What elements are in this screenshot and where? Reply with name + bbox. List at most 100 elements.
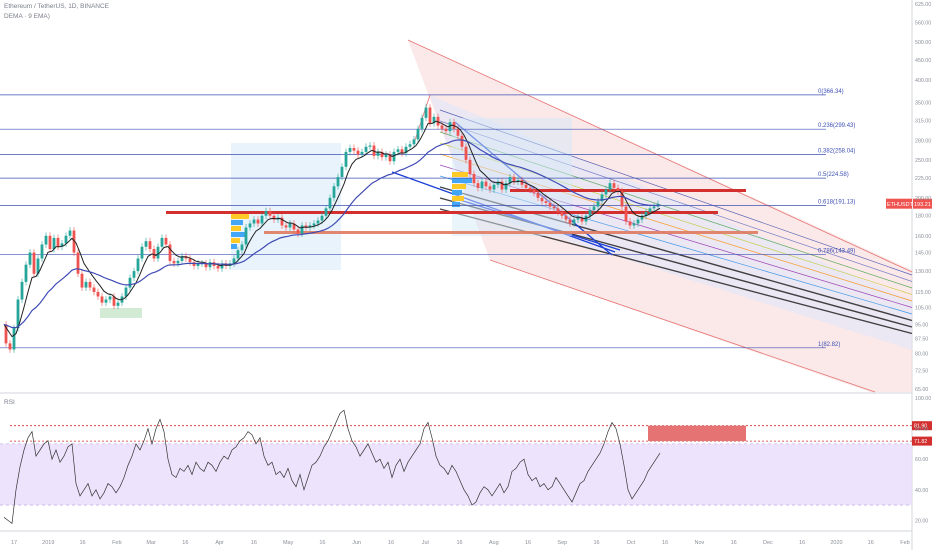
candle-body [264, 211, 268, 216]
candle-body [472, 174, 476, 184]
candle-body [300, 225, 304, 234]
candle-body [84, 281, 88, 288]
candle-body [440, 125, 444, 129]
fib-label: 0.618(191.13) [818, 200, 855, 206]
time-axis-tick: May [283, 540, 294, 546]
candle-body [252, 219, 256, 224]
candle-body [124, 287, 128, 297]
candle-body [88, 281, 92, 288]
candle-body [488, 186, 492, 190]
candle-body [296, 229, 300, 234]
candle-body [44, 235, 48, 245]
time-axis-tick: 16 [868, 540, 874, 546]
candle-body [400, 149, 404, 154]
candle-body [360, 151, 364, 155]
candle-body [216, 265, 220, 269]
candle-body [428, 107, 432, 124]
candle-body [8, 343, 12, 350]
candle-body [648, 208, 652, 213]
candle-body [448, 122, 452, 132]
rsi-axis-tick: 20.00 [915, 518, 928, 524]
candle-body [248, 223, 252, 228]
price-axis-tick: 225.00 [915, 176, 931, 182]
rsi-pane-label: RSI [4, 399, 15, 406]
candle-body [116, 302, 120, 306]
volume-profile-bar [452, 196, 464, 201]
candle-body [260, 215, 264, 224]
time-axis-tick: 16 [799, 540, 805, 546]
price-axis-tick: 315.00 [915, 119, 931, 125]
candle-body [28, 252, 32, 265]
resistance-level-1 [166, 211, 718, 214]
fib-label: 0.5(224.58) [818, 172, 849, 178]
indicator-title: DEMA · 9 EMA) [4, 13, 50, 20]
candle-body [320, 215, 324, 221]
time-axis-tick: 16 [251, 540, 257, 546]
candle-body [64, 235, 68, 244]
candle-body [504, 183, 508, 190]
candle-body [92, 287, 96, 292]
candle-body [404, 146, 408, 154]
rsi-upper-tag-bg [912, 421, 932, 431]
candle-body [572, 219, 576, 224]
candle-body [56, 237, 60, 247]
price-axis-tick: 280.00 [915, 139, 931, 145]
rsi-axis-tick: 60.00 [915, 457, 928, 463]
time-axis-tick: 2020 [830, 540, 842, 546]
candle-body [272, 215, 276, 220]
time-axis-tick: 16 [79, 540, 85, 546]
candle-body [12, 328, 16, 350]
volume-profile-bar [452, 184, 466, 189]
candle-body [40, 244, 44, 259]
candle-body [4, 324, 8, 344]
symbol-title: Ethereum / TetherUS, 1D, BINANCE [4, 3, 110, 10]
volume-profile-box-2 [452, 118, 572, 236]
candle-body [60, 243, 64, 247]
candle-body [144, 241, 148, 247]
candle-body [564, 215, 568, 220]
candle-body [380, 151, 384, 158]
time-axis-tick: Jun [352, 540, 361, 546]
candle-body [612, 183, 616, 188]
candle-body [196, 263, 200, 266]
candle-body [344, 151, 348, 167]
rsi-band [0, 443, 912, 506]
time-axis-tick: 16 [662, 540, 668, 546]
volume-profile-bar [231, 214, 249, 219]
candle-body [96, 291, 100, 297]
candle-body [136, 258, 140, 272]
candle-body [104, 299, 108, 303]
candle-body [540, 197, 544, 202]
rsi-axis-tick: 100.00 [915, 396, 931, 402]
candle-body [468, 159, 472, 175]
candle-body [240, 244, 244, 251]
candle-body [496, 181, 500, 185]
candle-body [156, 246, 160, 259]
volume-profile-bar [231, 226, 241, 231]
volume-profile-bar [231, 220, 243, 225]
support-level-1 [264, 231, 758, 234]
time-axis-tick: Feb [112, 540, 121, 546]
candle-body [500, 181, 504, 190]
candle-body [68, 230, 72, 236]
candle-body [456, 128, 460, 136]
candle-body [416, 128, 420, 140]
candle-body [512, 177, 516, 182]
candle-body [176, 260, 180, 264]
candle-body [316, 220, 320, 224]
candle-body [72, 230, 76, 253]
rsi-lower-tag-bg [912, 436, 932, 446]
volume-profile-bar [452, 190, 462, 195]
ema-slow-line [3, 139, 661, 329]
time-axis-tick: 2019 [42, 540, 54, 546]
candle-body [304, 225, 308, 228]
rsi-axis-tick: 40.00 [915, 488, 928, 494]
candle-body [100, 296, 104, 303]
candle-body [36, 258, 40, 274]
candle-body [460, 135, 464, 147]
candle-body [592, 206, 596, 211]
price-axis-tick: 400.00 [915, 78, 931, 84]
candle-body [108, 296, 112, 300]
